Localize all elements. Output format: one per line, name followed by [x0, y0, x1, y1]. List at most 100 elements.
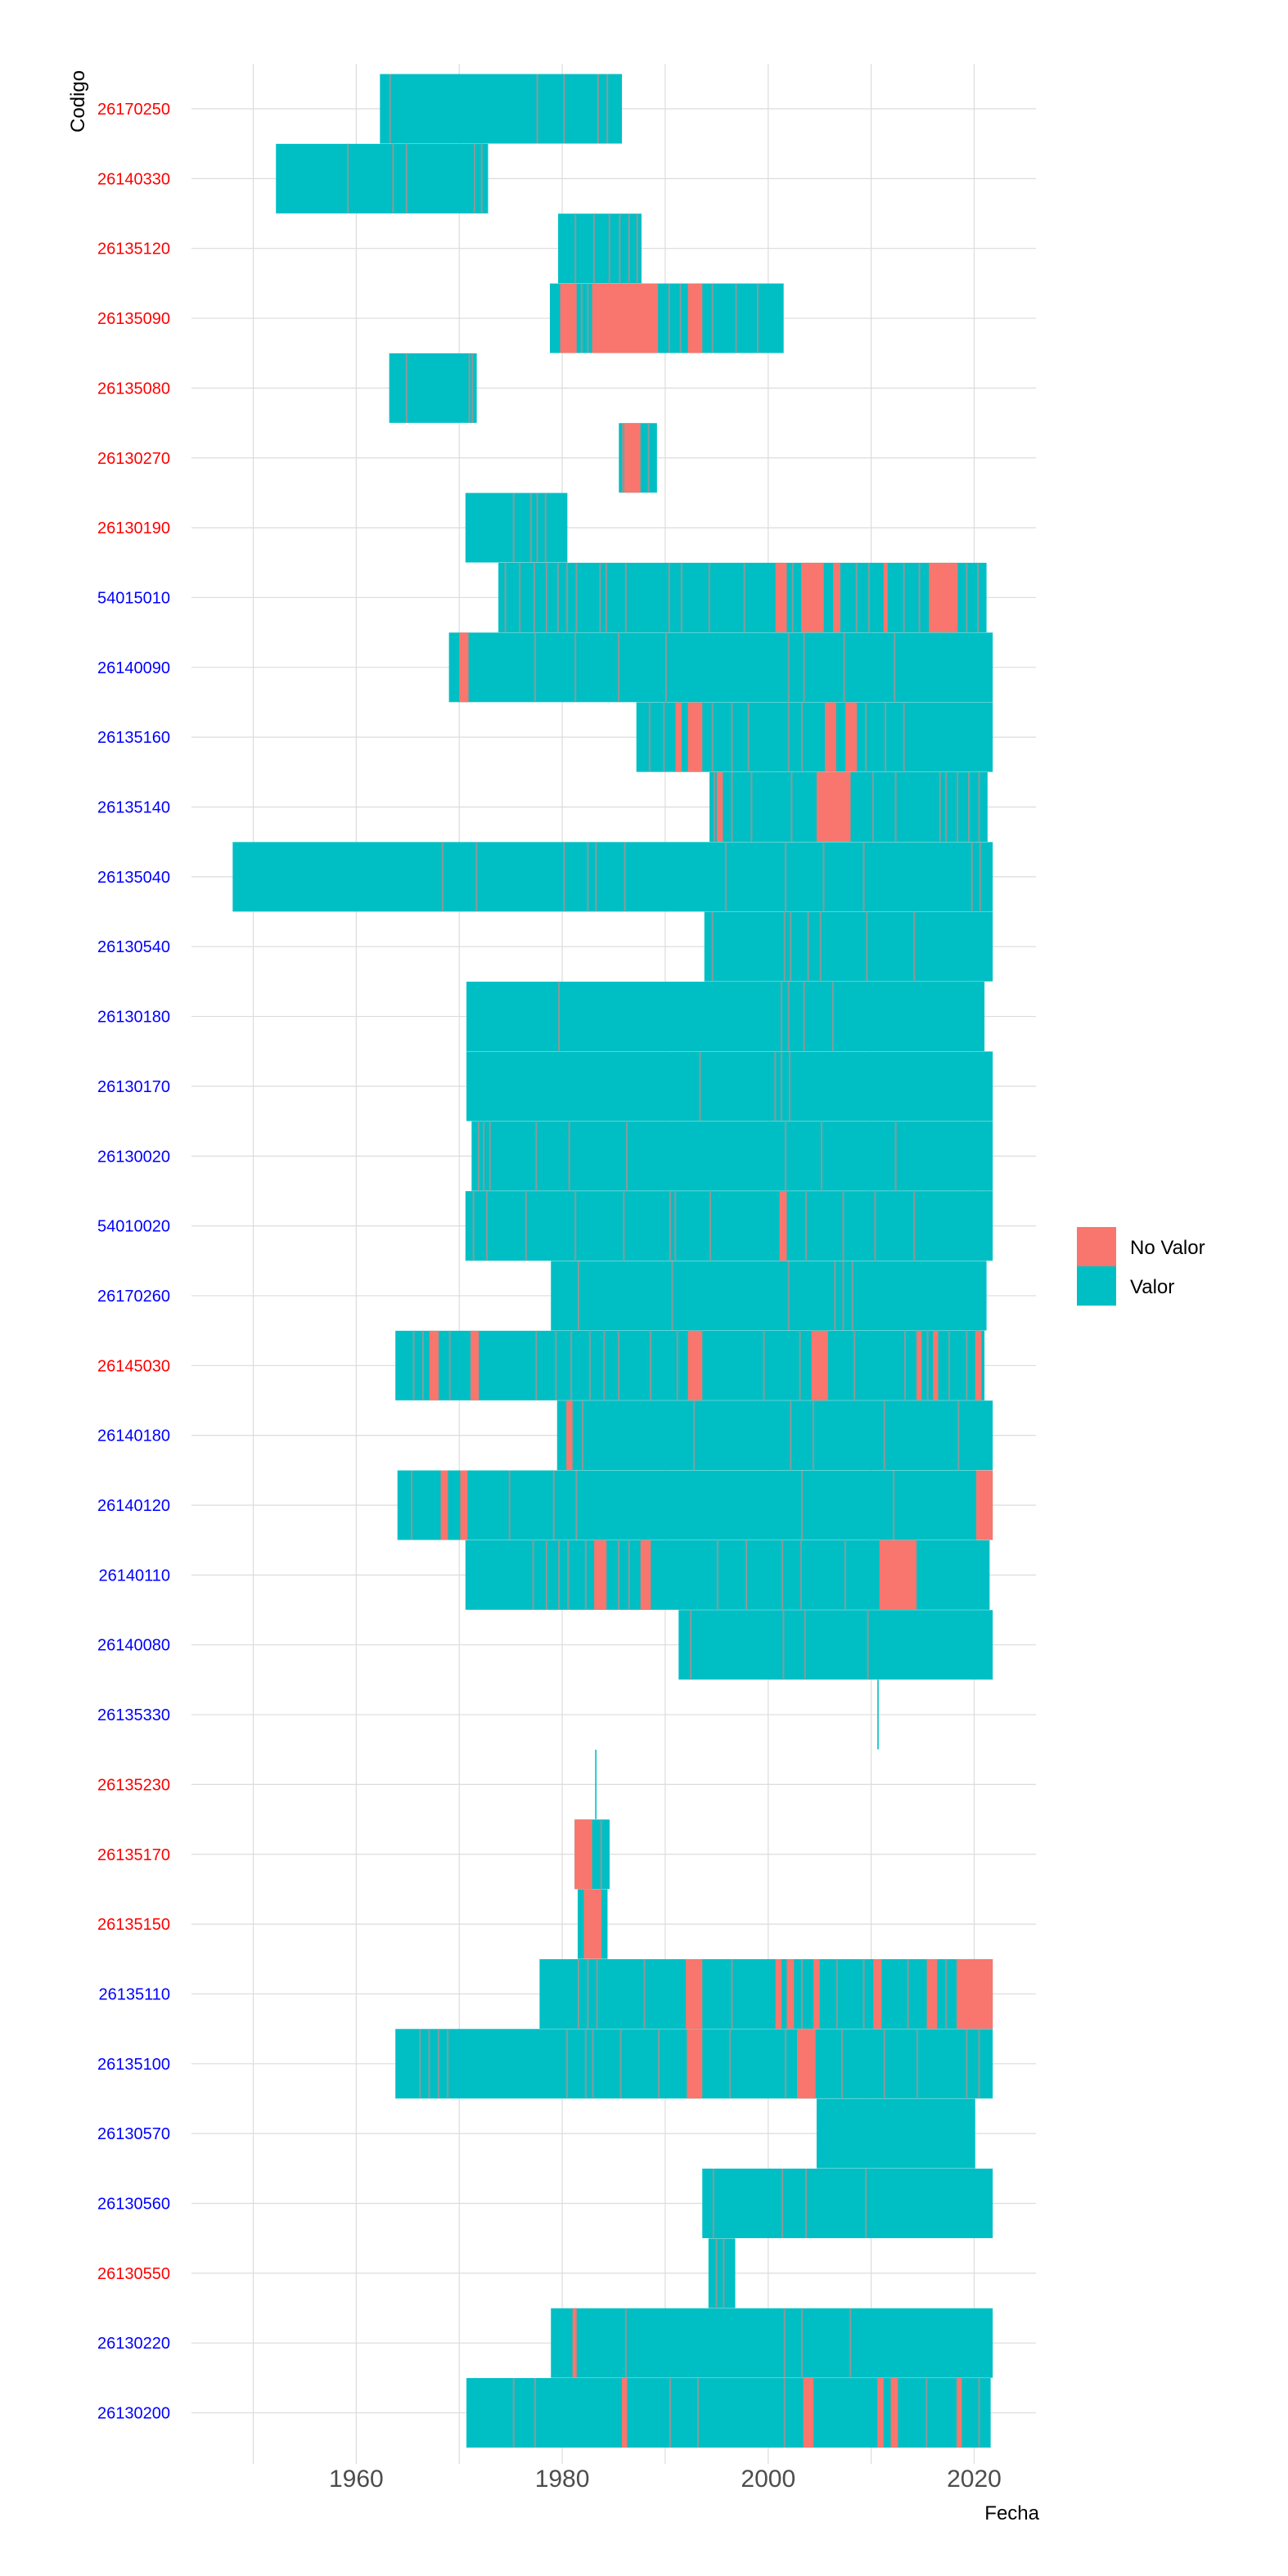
gap-line-26170260: [842, 1261, 844, 1331]
y-tick-label-26170260: 26170260: [97, 1288, 170, 1306]
y-tick-label-26135090: 26135090: [97, 310, 170, 328]
gap-line-26140090: [787, 632, 790, 703]
bar-valor-26130540: [704, 911, 993, 982]
y-tick-label-26135150: 26135150: [97, 1916, 170, 1934]
gap-line-26135160: [801, 702, 804, 772]
bar-thin-26135330: [877, 1679, 879, 1750]
gap-line-26130200: [534, 2378, 537, 2448]
gap-line-26170250: [536, 74, 538, 144]
bar-no-valor-26135110: [813, 1958, 820, 2029]
gap-line-26145030: [570, 1330, 573, 1400]
gap-line-26130170: [788, 1051, 790, 1122]
gap-line-26135140: [871, 772, 874, 842]
gap-line-26145030: [948, 1330, 951, 1400]
y-tick-label-26130550: 26130550: [97, 2265, 170, 2283]
gap-line-26135120: [574, 214, 577, 284]
gap-line-54015010: [504, 562, 507, 632]
y-tick-label-26140080: 26140080: [97, 1637, 170, 1655]
y-tick-label-26130190: 26130190: [97, 519, 170, 537]
bar-no-valor-26130200: [803, 2378, 814, 2448]
gap-line-26130020: [626, 1121, 628, 1191]
bar-valor-26170250: [380, 74, 623, 144]
gap-line-26135110: [862, 1958, 865, 2029]
gap-line-26130200: [512, 2378, 515, 2448]
gap-line-26135100: [592, 2029, 594, 2099]
gap-line-26140110: [799, 1540, 802, 1610]
gap-line-26135110: [835, 1958, 838, 2029]
gap-line-54015010: [533, 562, 535, 632]
y-tick-label-26135140: 26135140: [97, 799, 170, 817]
gap-line-26145030: [588, 1330, 591, 1400]
bar-valor-26130560: [702, 2169, 993, 2238]
gap-line-26135160: [884, 702, 886, 772]
gap-line-26135160: [787, 702, 790, 772]
gap-line-26135110: [587, 1958, 589, 2029]
gap-line-26135110: [945, 1958, 948, 2029]
gap-line-26135080: [471, 353, 474, 423]
gap-line-26145030: [799, 1330, 801, 1400]
gap-line-26140080: [782, 1610, 785, 1680]
gap-line-26140180: [581, 1400, 583, 1471]
bar-no-valor-26135140: [716, 772, 723, 842]
gap-line-26170260: [671, 1261, 673, 1331]
bar-no-valor-26130200: [877, 2378, 884, 2448]
gap-line-54010020: [574, 1191, 577, 1261]
gap-line-26130190: [536, 492, 538, 563]
gap-line-26140180: [957, 1400, 960, 1471]
gap-line-26140090: [843, 632, 845, 703]
gap-line-26130550: [715, 2238, 718, 2309]
gap-line-26170250: [389, 74, 391, 144]
bar-valor-54010020: [465, 1191, 993, 1261]
gap-line-26135140: [714, 772, 716, 842]
gap-line-26140110: [844, 1540, 846, 1610]
gap-line-54010020: [485, 1191, 488, 1261]
bar-valor-26140090: [448, 632, 993, 703]
y-tick-label-26130560: 26130560: [97, 2196, 170, 2214]
gap-line-54010020: [709, 1191, 712, 1261]
gap-line-26135160: [711, 702, 714, 772]
gap-line-26135100: [566, 2029, 569, 2099]
gap-line-26140110: [745, 1540, 748, 1610]
gap-line-26130540: [913, 911, 916, 982]
bar-no-valor-26135100: [797, 2029, 816, 2099]
y-tick-label-26135040: 26135040: [97, 869, 170, 887]
y-tick-labels: 26170250 26140330 26135120 26135090 26135080…: [97, 101, 170, 2423]
gap-line-54015010: [566, 562, 569, 632]
bar-no-valor-26135160: [687, 702, 703, 772]
bar-no-valor-26130200: [622, 2378, 628, 2448]
gap-line-54015010: [599, 562, 601, 632]
gap-line-26130180: [787, 982, 790, 1052]
gap-line-26130020: [477, 1121, 480, 1191]
bar-no-valor-26135150: [583, 1889, 601, 1959]
bar-valor-26140120: [397, 1470, 993, 1540]
gap-line-26140120: [411, 1470, 413, 1540]
y-tick-label-26135080: 26135080: [97, 380, 170, 398]
y-tick-label-54015010: 54015010: [97, 589, 170, 607]
gap-line-26170250: [597, 74, 599, 144]
bar-no-valor-26135110: [786, 1958, 795, 2029]
gap-line-54015010: [903, 562, 905, 632]
gap-line-26135120: [608, 214, 610, 284]
y-tick-label-26130570: 26130570: [97, 2125, 170, 2143]
gap-line-26130220: [801, 2308, 804, 2378]
bar-valor-26140180: [556, 1400, 993, 1471]
gap-line-26135160: [865, 702, 867, 772]
gap-line-26135120: [636, 214, 638, 284]
gap-line-54010020: [674, 1191, 677, 1261]
gap-line-26135040: [563, 842, 565, 912]
gap-line-26140330: [480, 143, 483, 214]
gap-line-26130170: [780, 1051, 782, 1122]
gap-line-26135140: [731, 772, 733, 842]
x-tick-label: 1980: [535, 2466, 590, 2493]
x-axis-title: Fecha: [984, 2502, 1039, 2524]
gap-line-26130540: [783, 911, 786, 982]
gap-line-26135100: [658, 2029, 660, 2099]
bar-no-valor-26135100: [687, 2029, 703, 2099]
gap-line-26135040: [862, 842, 865, 912]
gap-line-26135110: [596, 1958, 598, 2029]
bar-valor-26130200: [466, 2378, 991, 2448]
gap-line-26135040: [475, 842, 478, 912]
gap-line-26135160: [731, 702, 733, 772]
gap-line-26140120: [508, 1470, 511, 1540]
